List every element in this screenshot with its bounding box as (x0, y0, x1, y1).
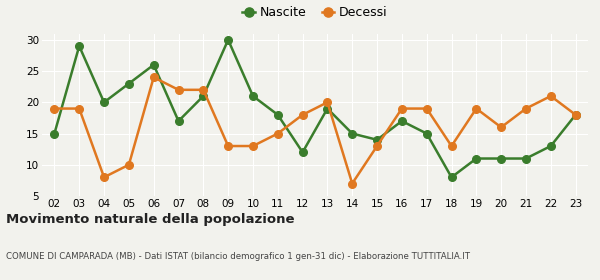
Text: Movimento naturale della popolazione: Movimento naturale della popolazione (6, 213, 295, 226)
Nascite (572, 113, 579, 116)
Nascite (224, 38, 232, 41)
Nascite (299, 151, 306, 154)
Nascite (125, 82, 133, 85)
Nascite (349, 132, 356, 135)
Decessi (349, 182, 356, 185)
Nascite (100, 101, 107, 104)
Legend: Nascite, Decessi: Nascite, Decessi (238, 1, 392, 24)
Nascite (523, 157, 530, 160)
Decessi (299, 113, 306, 116)
Nascite (448, 176, 455, 179)
Decessi (200, 88, 207, 92)
Decessi (150, 76, 157, 79)
Nascite (200, 94, 207, 98)
Nascite (51, 132, 58, 135)
Decessi (473, 107, 480, 110)
Nascite (274, 113, 281, 116)
Decessi (423, 107, 430, 110)
Decessi (224, 144, 232, 148)
Decessi (448, 144, 455, 148)
Decessi (373, 144, 380, 148)
Nascite (250, 94, 257, 98)
Nascite (175, 119, 182, 123)
Decessi (76, 107, 83, 110)
Decessi (175, 88, 182, 92)
Nascite (398, 119, 406, 123)
Text: COMUNE DI CAMPARADA (MB) - Dati ISTAT (bilancio demografico 1 gen-31 dic) - Elab: COMUNE DI CAMPARADA (MB) - Dati ISTAT (b… (6, 252, 470, 261)
Nascite (373, 138, 380, 141)
Decessi (497, 126, 505, 129)
Nascite (497, 157, 505, 160)
Decessi (398, 107, 406, 110)
Decessi (572, 113, 579, 116)
Decessi (523, 107, 530, 110)
Nascite (150, 63, 157, 67)
Nascite (76, 45, 83, 48)
Decessi (125, 163, 133, 166)
Decessi (324, 101, 331, 104)
Line: Nascite: Nascite (50, 36, 580, 181)
Decessi (250, 144, 257, 148)
Nascite (423, 132, 430, 135)
Decessi (51, 107, 58, 110)
Decessi (274, 132, 281, 135)
Nascite (324, 107, 331, 110)
Nascite (473, 157, 480, 160)
Line: Decessi: Decessi (50, 74, 580, 187)
Decessi (547, 94, 554, 98)
Decessi (100, 176, 107, 179)
Nascite (547, 144, 554, 148)
